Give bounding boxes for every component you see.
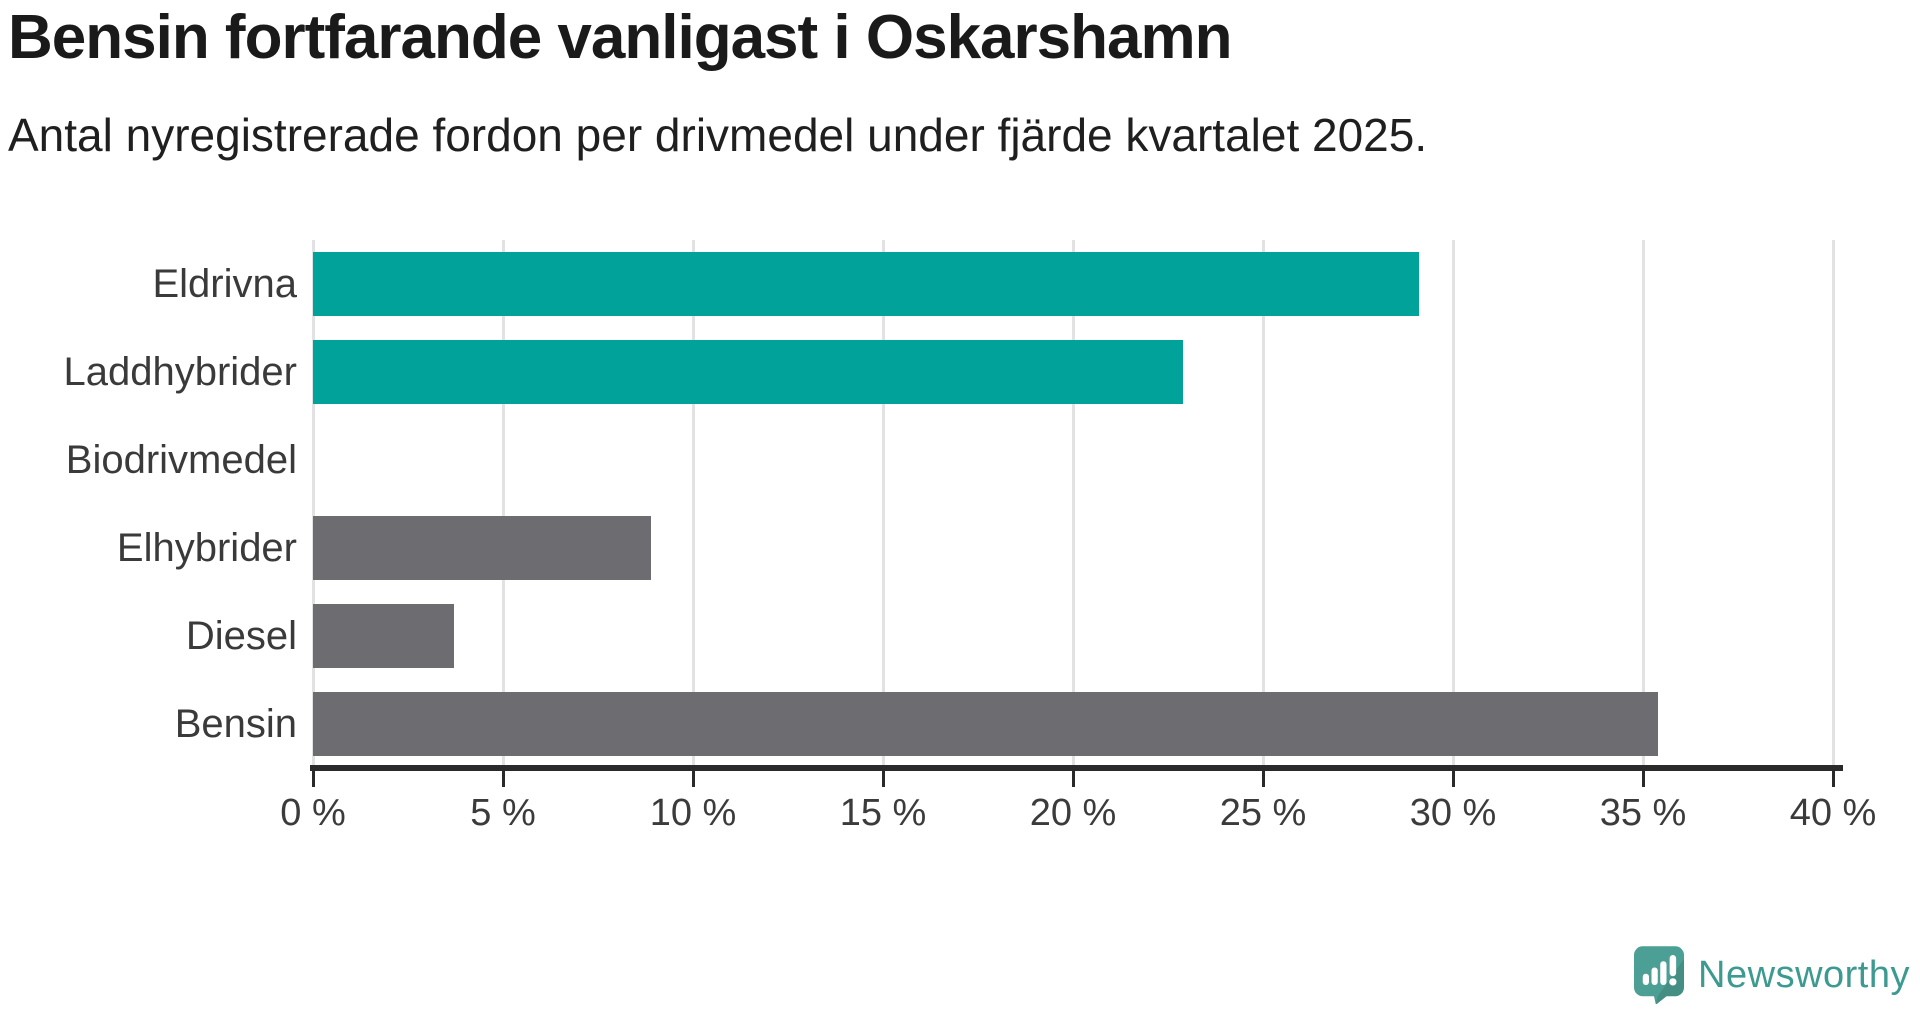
axis-tick	[1072, 771, 1075, 787]
bar-track	[313, 416, 1920, 504]
gridline	[1072, 240, 1075, 768]
bar-row: Biodrivmedel	[0, 416, 1920, 504]
axis-tick	[882, 771, 885, 787]
axis-tick-label: 10 %	[649, 792, 737, 834]
plot-gridlines	[312, 240, 1835, 768]
newsworthy-logo-icon	[1634, 946, 1685, 1004]
newsworthy-logo: Newsworthy	[1634, 946, 1910, 1004]
bar	[313, 252, 1419, 316]
gridline	[502, 240, 505, 768]
x-axis-line	[310, 765, 1843, 771]
chart-subtitle: Antal nyregistrerade fordon per drivmede…	[8, 109, 1428, 161]
bar-row: Eldrivna	[0, 240, 1920, 328]
axis-tick-label: 20 %	[1029, 792, 1117, 834]
bar	[313, 692, 1659, 756]
axis-tick	[1832, 771, 1835, 787]
gridline	[312, 240, 315, 768]
axis-tick-label: 5 %	[470, 792, 536, 834]
gridline	[1642, 240, 1645, 768]
bar-track	[313, 592, 1920, 680]
bar-rows: Eldrivna Laddhybrider Biodrivmedel Elhybrid…	[0, 240, 1920, 768]
category-label: Diesel	[185, 614, 297, 658]
category-label: Eldrivna	[152, 262, 297, 306]
category-label: Laddhybrider	[63, 350, 298, 394]
axis-tick-label: 0 %	[280, 792, 346, 834]
gridline	[1832, 240, 1835, 768]
bar-track	[313, 504, 1920, 592]
bar	[313, 604, 454, 668]
bar-row: Laddhybrider	[0, 328, 1920, 416]
bar-row: Elhybrider	[0, 504, 1920, 592]
bar	[313, 340, 1184, 404]
bar	[313, 516, 652, 580]
gridline	[1452, 240, 1455, 768]
newsworthy-logo-text: Newsworthy	[1698, 953, 1910, 996]
gridline	[882, 240, 885, 768]
axis-tick	[502, 771, 505, 787]
bar-track	[313, 328, 1920, 416]
axis-tick-label: 40 %	[1789, 792, 1877, 834]
axis-tick	[1452, 771, 1455, 787]
axis-tick-label: 15 %	[839, 792, 927, 834]
axis-tick	[1642, 771, 1645, 787]
bar-track	[313, 680, 1920, 768]
gridline	[1262, 240, 1265, 768]
axis-tick-label: 25 %	[1219, 792, 1307, 834]
gridline	[692, 240, 695, 768]
bar-row: Diesel	[0, 592, 1920, 680]
axis-tick	[312, 771, 315, 787]
bar-track	[313, 240, 1920, 328]
category-label: Bensin	[174, 702, 297, 746]
axis-tick-label: 30 %	[1409, 792, 1497, 834]
category-label: Elhybrider	[116, 526, 297, 570]
chart-title: Bensin fortfarande vanligast i Oskarsham…	[8, 3, 1232, 72]
axis-tick	[1262, 771, 1265, 787]
axis-tick-label: 35 %	[1599, 792, 1687, 834]
category-label: Biodrivmedel	[65, 438, 297, 482]
axis-tick	[692, 771, 695, 787]
bar-row: Bensin	[0, 680, 1920, 768]
